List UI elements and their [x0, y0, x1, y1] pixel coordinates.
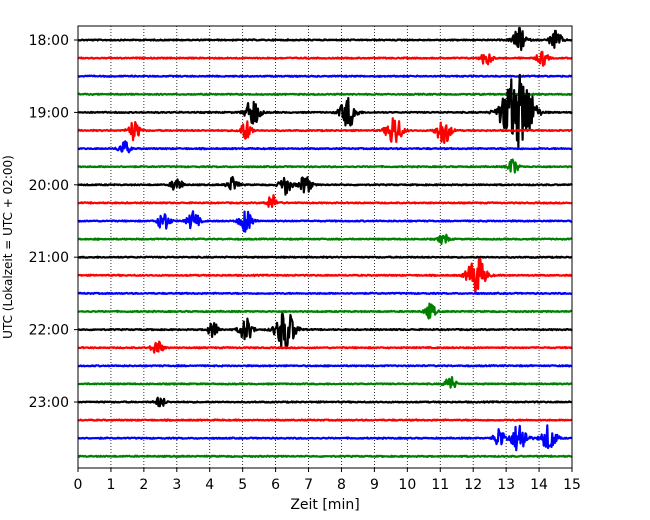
- trace-1845: [77, 92, 573, 97]
- y-tick-label-2000: 20:00: [29, 178, 69, 194]
- trace-2145: [77, 302, 573, 320]
- y-axis-label: UTC (Lokalzeit = UTC + 02:00): [1, 155, 15, 339]
- trace-1945: [77, 158, 573, 174]
- x-tick-label-4: 4: [205, 477, 214, 493]
- seismic-traces: [77, 26, 573, 459]
- trace-2015: [77, 194, 573, 208]
- trace-1930: [77, 140, 573, 154]
- trace-2230: [77, 364, 573, 368]
- x-tick-label-9: 9: [370, 477, 379, 493]
- plot-frame: [77, 25, 573, 469]
- trace-2245: [77, 376, 573, 389]
- trace-2130: [77, 291, 573, 296]
- y-tick-label-2300: 23:00: [29, 395, 69, 411]
- x-tick-label-7: 7: [304, 477, 313, 493]
- x-tick-label-0: 0: [74, 477, 83, 493]
- trace-2045: [77, 233, 573, 245]
- x-tick-label-15: 15: [563, 477, 581, 493]
- trace-1915: [77, 117, 573, 145]
- x-axis-ticks: 0 1 2 3 4 5 6 7 8 9 10 11 12 13 14 15: [74, 468, 581, 493]
- trace-2315: [77, 418, 573, 422]
- trace-2115: [77, 257, 573, 295]
- x-tick-label-12: 12: [464, 477, 482, 493]
- trace-2345: [77, 454, 573, 459]
- y-tick-label-1800: 18:00: [29, 33, 69, 49]
- trace-2000: [77, 175, 573, 196]
- y-tick-label-2100: 21:00: [29, 250, 69, 266]
- x-tick-label-3: 3: [172, 477, 181, 493]
- trace-2200: [77, 312, 573, 350]
- x-tick-label-8: 8: [337, 477, 346, 493]
- y-tick-label-2200: 22:00: [29, 323, 69, 339]
- trace-2030: [77, 210, 573, 233]
- trace-2215: [77, 340, 573, 354]
- x-tick-label-13: 13: [497, 477, 515, 493]
- x-axis-label: Zeit [min]: [290, 497, 359, 513]
- y-tick-label-1900: 19:00: [29, 105, 69, 121]
- x-tick-label-1: 1: [106, 477, 115, 493]
- trace-1900: [77, 73, 573, 149]
- x-tick-label-6: 6: [271, 477, 280, 493]
- x-tick-label-11: 11: [431, 477, 449, 493]
- trace-2300: [77, 396, 573, 408]
- trace-1800: [77, 26, 573, 52]
- trace-1815: [77, 50, 573, 67]
- x-tick-label-5: 5: [238, 477, 247, 493]
- x-tick-label-14: 14: [530, 477, 548, 493]
- trace-2100: [77, 255, 573, 259]
- x-tick-label-10: 10: [398, 477, 416, 493]
- x-tick-label-2: 2: [139, 477, 148, 493]
- trace-2330: [77, 424, 573, 452]
- y-axis-ticks: 18:00 19:00 20:00 21:00 22:00 23:00: [29, 33, 78, 411]
- trace-1830: [77, 74, 573, 78]
